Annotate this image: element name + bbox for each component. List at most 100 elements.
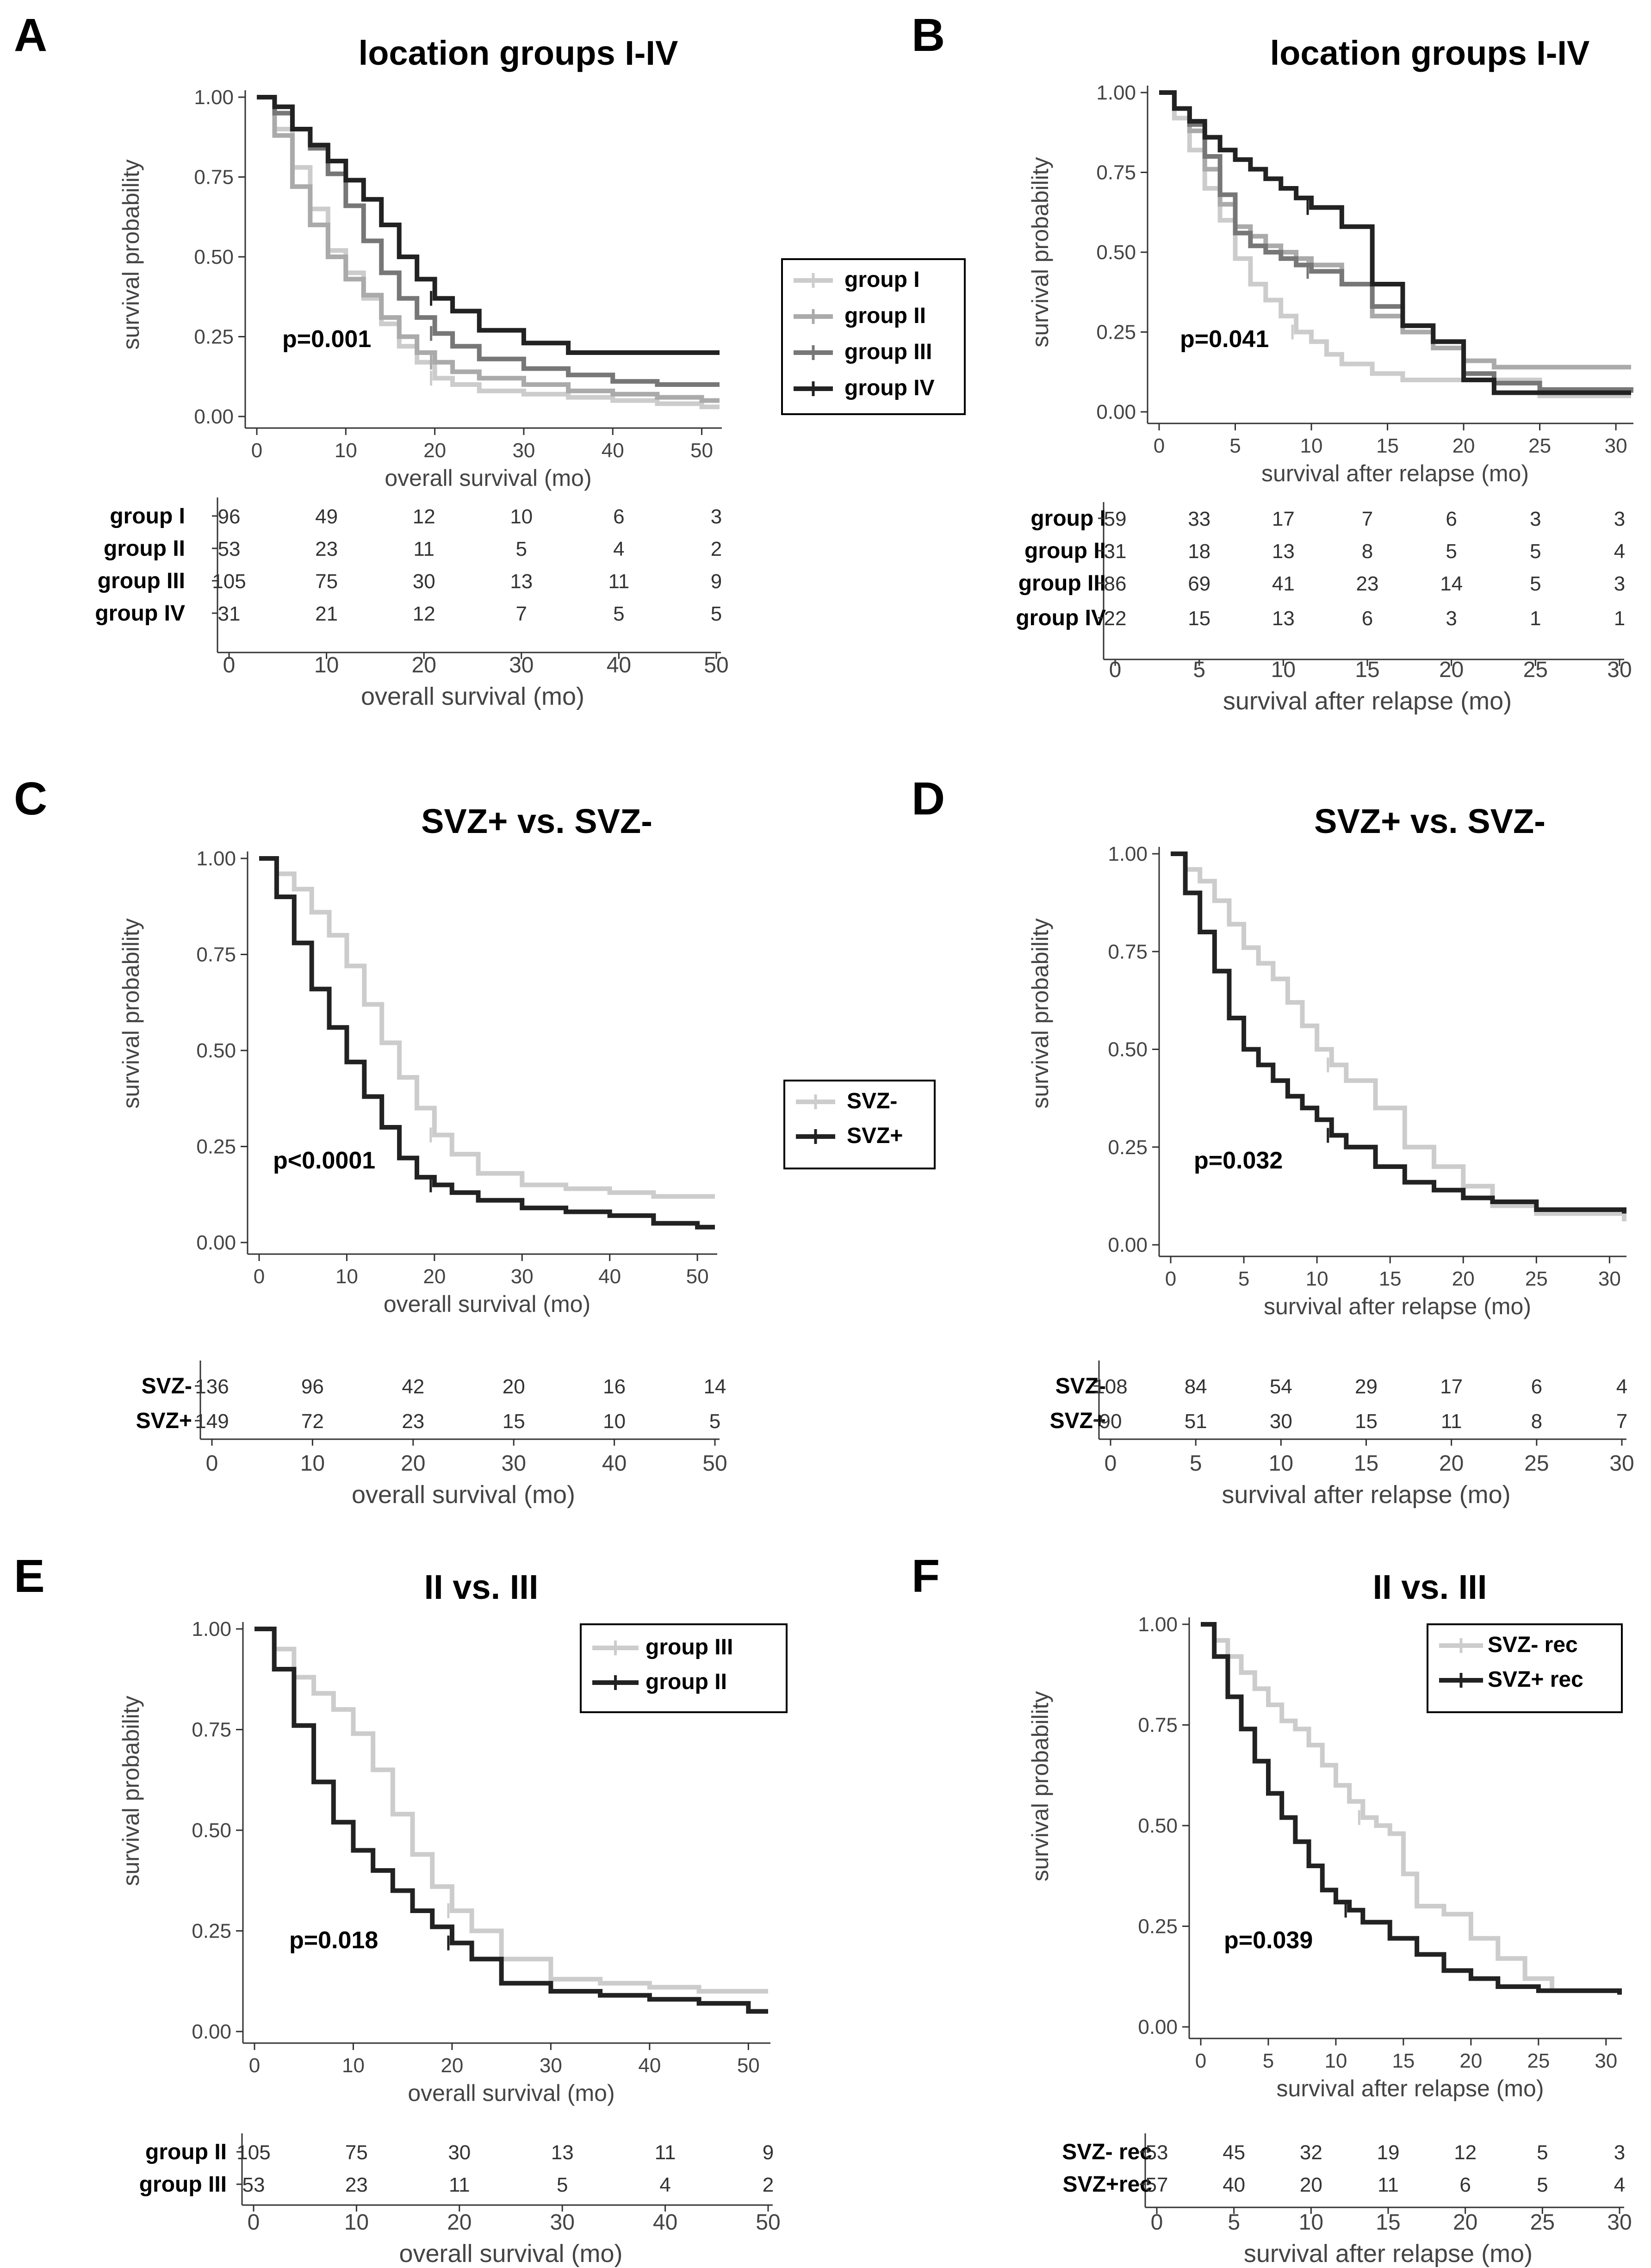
risk-row-label: group II (104, 536, 185, 561)
risk-cell: 53 (218, 538, 241, 560)
risk-cell: 12 (1454, 2141, 1477, 2164)
risk-cell: 1 (1530, 607, 1541, 630)
risk-cell: 9 (711, 570, 722, 593)
risk-x-axis-label: overall survival (mo) (399, 2240, 622, 2268)
x-tick-label: 50 (737, 2054, 760, 2077)
panel-letter: D (912, 773, 945, 825)
risk-x-tick-label: 0 (223, 653, 236, 677)
risk-x-tick-label: 20 (401, 1451, 425, 1476)
x-tick-label: 10 (1300, 435, 1323, 457)
y-tick-label: 0.00 (1138, 2016, 1178, 2038)
risk-cell: 42 (402, 1375, 424, 1398)
y-tick-label: 0.25 (1096, 321, 1136, 344)
risk-cell: 90 (1099, 1410, 1122, 1433)
y-axis-label: survival probability (1027, 1691, 1053, 1881)
y-tick-label: 0.25 (1108, 1136, 1148, 1159)
risk-cell: 20 (1300, 2174, 1322, 2196)
risk-row-label: group III (139, 2172, 227, 2197)
x-tick-label: 25 (1525, 1268, 1548, 1290)
risk-cell: 149 (195, 1410, 229, 1433)
y-tick-label: 0.50 (1108, 1038, 1148, 1061)
p-value: p=0.018 (289, 1927, 378, 1954)
risk-x-tick-label: 0 (1109, 658, 1122, 682)
panel-letter: E (14, 1550, 45, 1602)
risk-cell: 3 (1446, 607, 1457, 630)
p-value: p=0.039 (1224, 1927, 1313, 1954)
risk-x-axis-label: survival after relapse (mo) (1244, 2240, 1533, 2268)
y-tick-label: 0.50 (192, 1819, 231, 1842)
risk-x-axis-label: survival after relapse (mo) (1222, 1481, 1510, 1509)
risk-cell: 4 (613, 538, 624, 560)
risk-cell: 4 (1614, 540, 1625, 563)
risk-cell: 5 (557, 2174, 568, 2196)
y-tick-label: 1.00 (196, 847, 236, 870)
y-axis-label: survival probability (1027, 918, 1053, 1108)
p-value: p=0.041 (1180, 326, 1269, 353)
risk-cell: 23 (345, 2174, 368, 2196)
y-tick-label: 0.75 (1108, 940, 1148, 963)
x-tick-label: 0 (1195, 2050, 1206, 2072)
risk-row-label: group III (98, 569, 185, 593)
legend-box (580, 1623, 788, 1713)
p-value: p=0.032 (1194, 1147, 1283, 1174)
risk-cell: 4 (659, 2174, 670, 2196)
risk-cell: 22 (1104, 607, 1127, 630)
x-tick-label: 15 (1392, 2050, 1415, 2072)
risk-cell: 5 (1530, 572, 1541, 595)
risk-cell: 12 (413, 505, 435, 528)
risk-cell: 5 (1446, 540, 1457, 563)
y-tick-label: 0.75 (192, 1719, 231, 1741)
risk-row-label: group I (110, 504, 185, 528)
x-tick-label: 20 (423, 1265, 446, 1288)
x-tick-label: 0 (249, 2054, 260, 2077)
risk-cell: 75 (315, 570, 338, 593)
x-tick-label: 30 (511, 1265, 534, 1288)
risk-cell: 3 (1614, 2141, 1625, 2164)
panel-title: location groups I-IV (359, 34, 678, 72)
risk-cell: 14 (704, 1375, 726, 1398)
x-tick-label: 25 (1528, 435, 1551, 457)
risk-cell: 23 (315, 538, 338, 560)
risk-x-tick-label: 10 (344, 2210, 369, 2235)
risk-row-label: SVZ+rec (1063, 2172, 1152, 2197)
risk-cell: 15 (1355, 1410, 1378, 1433)
risk-cell: 69 (1188, 572, 1210, 595)
risk-cell: 84 (1185, 1375, 1207, 1398)
y-axis-label: survival probability (118, 159, 144, 349)
risk-cell: 19 (1377, 2141, 1400, 2164)
risk-cell: 13 (510, 570, 533, 593)
risk-x-tick-label: 15 (1376, 2210, 1400, 2235)
x-tick-label: 30 (512, 439, 535, 462)
risk-x-tick-label: 0 (206, 1451, 218, 1476)
risk-cell: 5 (1537, 2174, 1548, 2196)
risk-x-tick-label: 0 (1151, 2210, 1163, 2235)
series-line (1171, 851, 1626, 1222)
risk-x-tick-label: 50 (756, 2210, 780, 2235)
risk-x-tick-label: 30 (1607, 2210, 1632, 2235)
risk-x-axis-label: overall survival (mo) (352, 1481, 575, 1509)
risk-x-tick-label: 30 (502, 1451, 526, 1476)
panel-title: II vs. III (1373, 1568, 1487, 1606)
x-tick-label: 15 (1379, 1268, 1402, 1290)
risk-cell: 6 (1446, 508, 1457, 530)
y-tick-label: 0.75 (194, 166, 234, 189)
legend-label: SVZ- (847, 1089, 897, 1113)
risk-cell: 17 (1440, 1375, 1463, 1398)
x-tick-label: 0 (251, 439, 262, 462)
risk-x-tick-label: 30 (550, 2210, 575, 2235)
risk-x-tick-label: 30 (509, 653, 534, 677)
risk-cell: 23 (1356, 572, 1379, 595)
risk-x-tick-label: 50 (704, 653, 728, 677)
risk-x-tick-label: 40 (653, 2210, 677, 2235)
risk-x-tick-label: 20 (1439, 1451, 1464, 1476)
risk-row-label: SVZ- (142, 1374, 192, 1398)
y-tick-label: 0.25 (196, 1136, 236, 1158)
x-tick-label: 10 (335, 1265, 358, 1288)
risk-x-tick-label: 5 (1190, 1451, 1202, 1476)
risk-x-tick-label: 0 (1105, 1451, 1117, 1476)
series-line (254, 1627, 768, 2014)
panel-title: SVZ+ vs. SVZ- (1314, 802, 1545, 840)
risk-cell: 13 (1272, 540, 1295, 563)
